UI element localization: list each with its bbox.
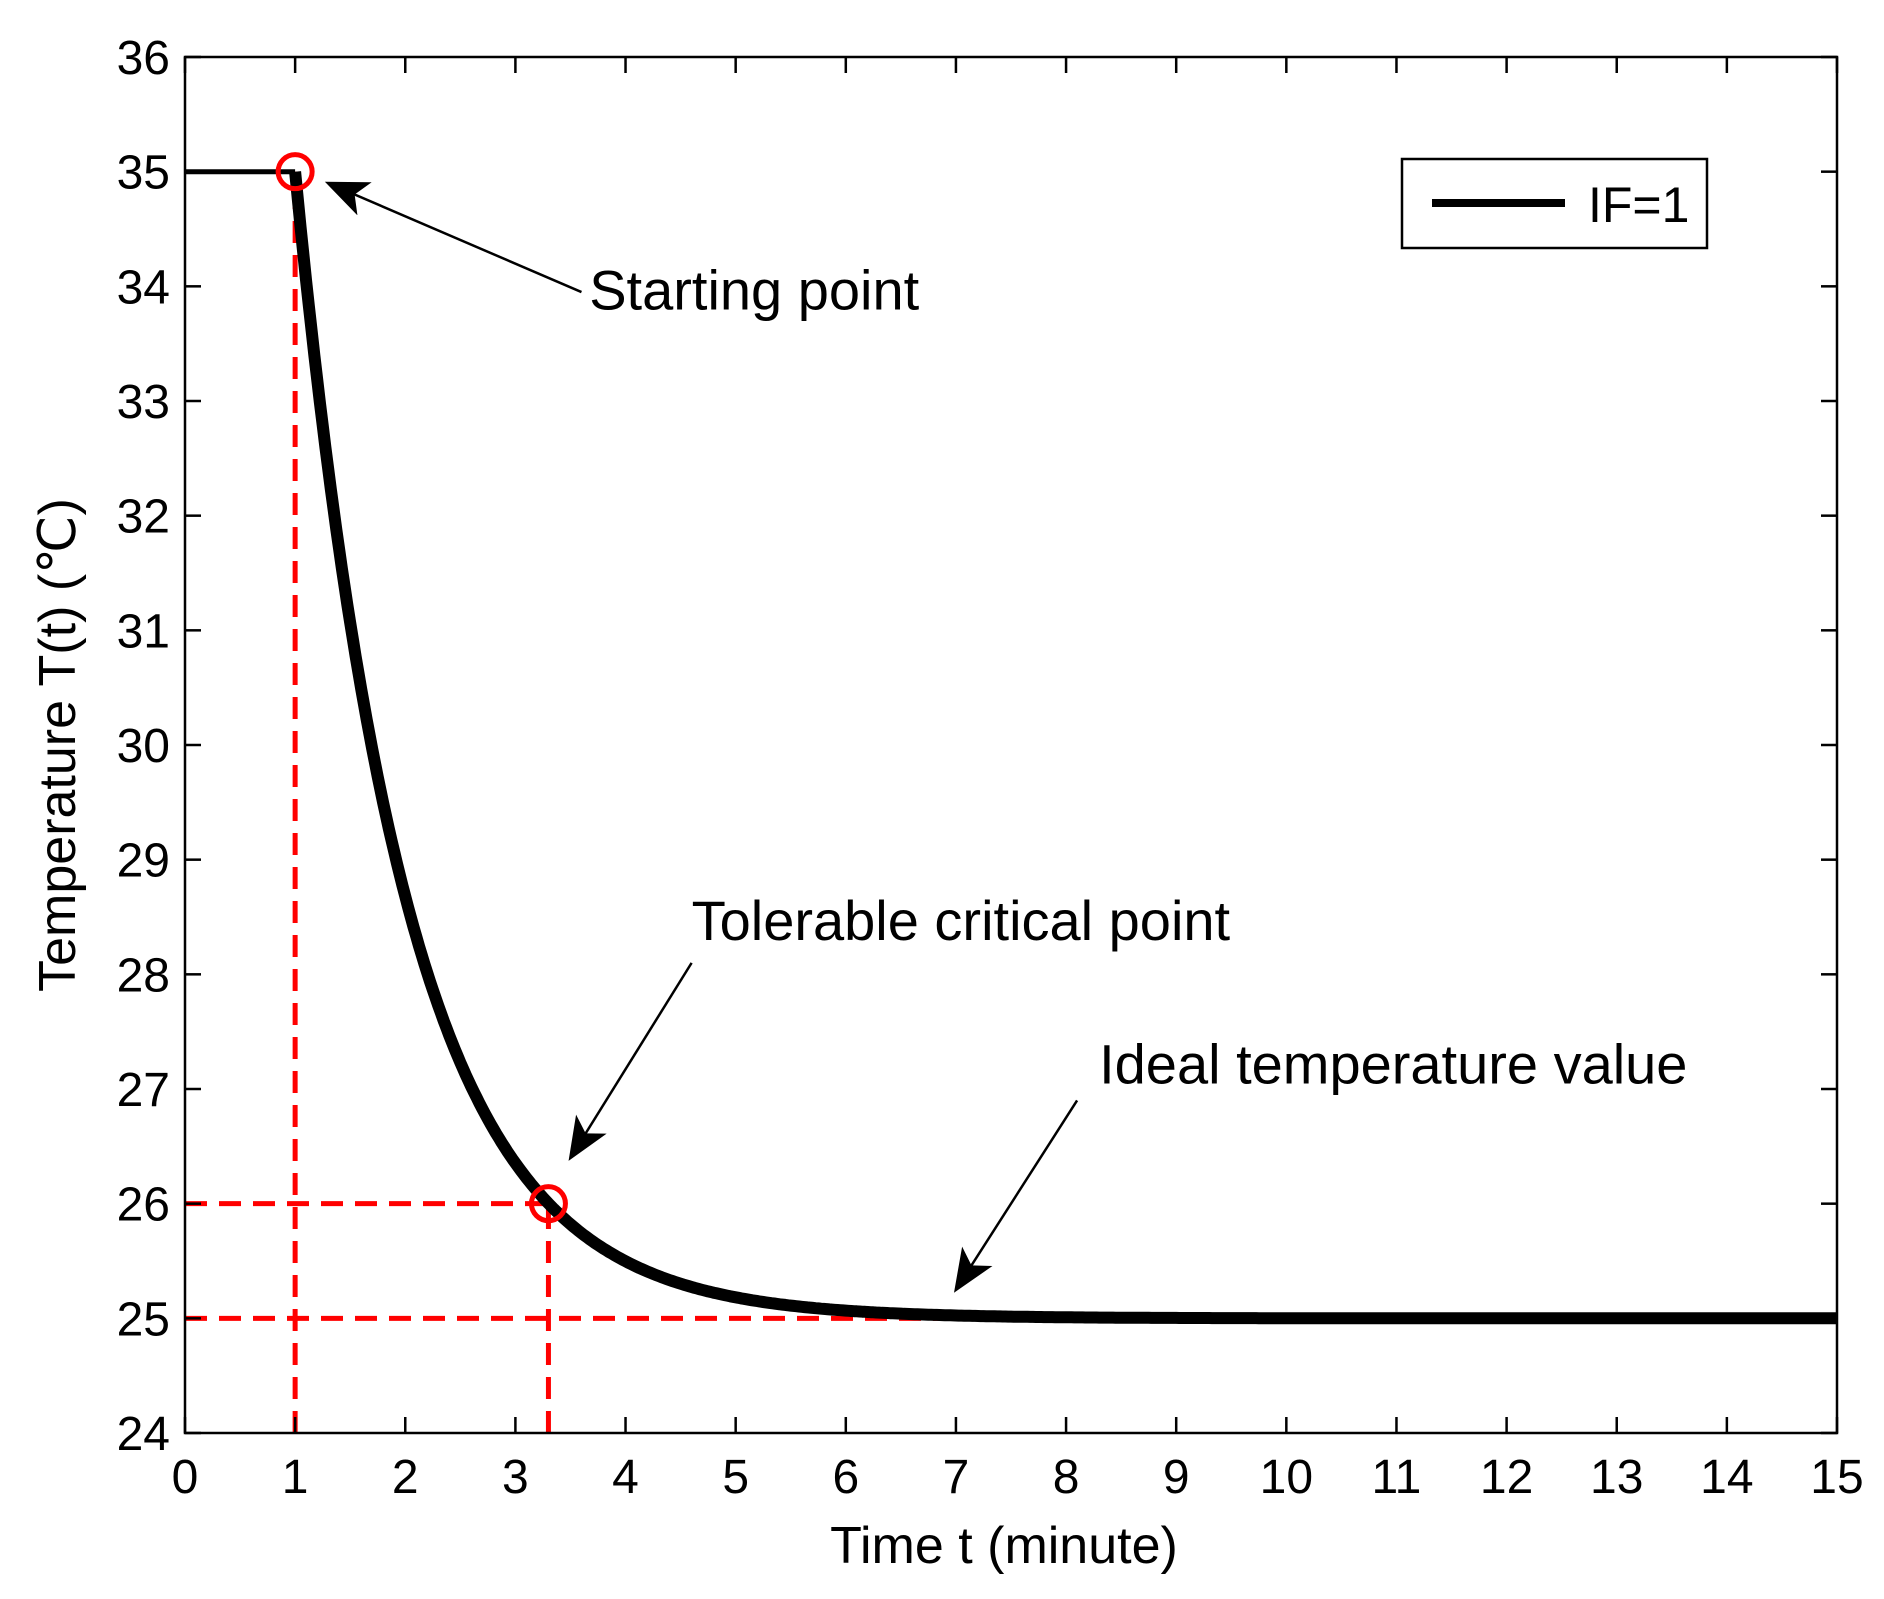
x-tick-label-6: 6: [832, 1451, 859, 1504]
x-tick-label-11: 11: [1372, 1451, 1422, 1504]
legend-label-if-1: IF=1: [1588, 177, 1689, 233]
starting-point-annotation-arrow: [324, 181, 582, 294]
x-tick-label-9: 9: [1163, 1451, 1190, 1504]
x-tick-label-15: 15: [1810, 1451, 1863, 1504]
marker-tolerable-critical-point: [528, 1184, 568, 1224]
y-tick-label-34: 34: [117, 261, 170, 314]
x-tick-label-13: 13: [1590, 1451, 1643, 1504]
y-tick-label-25: 25: [117, 1293, 170, 1346]
y-tick-label-32: 32: [117, 491, 170, 544]
x-tick-label-0: 0: [172, 1451, 199, 1504]
y-tick-label-24: 24: [117, 1408, 170, 1461]
y-tick-label-27: 27: [117, 1064, 170, 1117]
x-tick-label-14: 14: [1700, 1451, 1753, 1504]
x-tick-label-8: 8: [1053, 1451, 1080, 1504]
y-tick-label-29: 29: [117, 835, 170, 888]
ideal-temperature-annotation-arrow: [953, 1099, 1079, 1293]
x-tick-label-1: 1: [282, 1451, 309, 1504]
legend: IF=1: [1400, 157, 1709, 250]
x-tick-label-2: 2: [392, 1451, 419, 1504]
x-tick-label-3: 3: [502, 1451, 529, 1504]
x-axis-title: Time t (minute): [830, 1517, 1178, 1575]
series-line-decay-0: [289, 171, 1841, 1325]
y-tick-label-28: 28: [117, 949, 170, 1002]
y-tick-label-36: 36: [117, 32, 170, 85]
x-tick-label-10: 10: [1260, 1451, 1313, 1504]
tolerable-critical-point-annotation-arrow: [568, 962, 693, 1161]
tolerable-critical-point-annotation-text: Tolerable critical point: [692, 889, 1231, 952]
y-tick-label-30: 30: [117, 720, 170, 773]
x-tick-label-12: 12: [1480, 1451, 1533, 1504]
starting-point-annotation-text: Starting point: [589, 258, 919, 321]
x-tick-label-7: 7: [943, 1451, 970, 1504]
ideal-temperature-annotation-text: Ideal temperature value: [1099, 1032, 1687, 1095]
plot-frame: [183, 55, 1839, 1435]
x-tick-label-4: 4: [612, 1451, 639, 1504]
y-tick-label-35: 35: [117, 147, 170, 200]
marker-starting-point: [275, 152, 315, 192]
y-tick-label-33: 33: [117, 376, 170, 429]
y-tick-label-26: 26: [117, 1179, 170, 1232]
y-tick-label-31: 31: [117, 605, 170, 658]
x-tick-label-5: 5: [722, 1451, 749, 1504]
y-axis-title: Temperature T(t) (℃): [29, 498, 87, 992]
